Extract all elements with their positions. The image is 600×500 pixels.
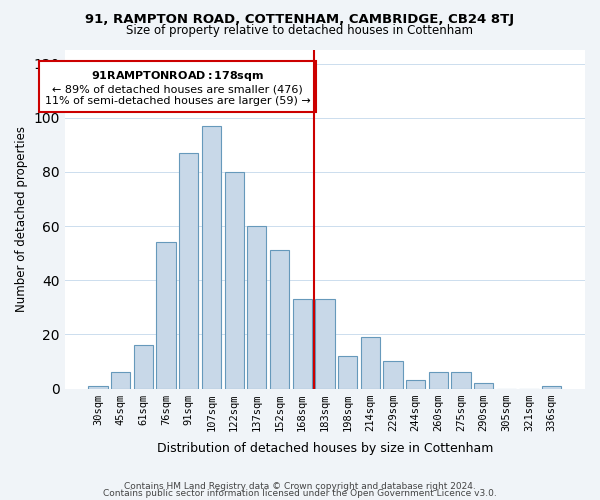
- Y-axis label: Number of detached properties: Number of detached properties: [15, 126, 28, 312]
- Bar: [383, 362, 403, 388]
- Bar: [406, 380, 425, 388]
- Bar: [542, 386, 562, 388]
- Bar: [451, 372, 470, 388]
- Bar: [315, 299, 335, 388]
- X-axis label: Distribution of detached houses by size in Cottenham: Distribution of detached houses by size …: [157, 442, 493, 455]
- Bar: [224, 172, 244, 388]
- Bar: [134, 345, 153, 389]
- Bar: [474, 383, 493, 388]
- Bar: [157, 242, 176, 388]
- Bar: [293, 299, 312, 388]
- Bar: [338, 356, 357, 388]
- Bar: [88, 386, 108, 388]
- Text: $\bf{91 RAMPTON ROAD: 178sqm}$
← 89% of detached houses are smaller (476)
11% of: $\bf{91 RAMPTON ROAD: 178sqm}$ ← 89% of …: [44, 69, 310, 106]
- Bar: [428, 372, 448, 388]
- Bar: [247, 226, 266, 388]
- Text: 91, RAMPTON ROAD, COTTENHAM, CAMBRIDGE, CB24 8TJ: 91, RAMPTON ROAD, COTTENHAM, CAMBRIDGE, …: [85, 12, 515, 26]
- Text: Contains HM Land Registry data © Crown copyright and database right 2024.: Contains HM Land Registry data © Crown c…: [124, 482, 476, 491]
- Text: Contains public sector information licensed under the Open Government Licence v3: Contains public sector information licen…: [103, 488, 497, 498]
- Bar: [202, 126, 221, 388]
- Bar: [270, 250, 289, 388]
- Text: Size of property relative to detached houses in Cottenham: Size of property relative to detached ho…: [127, 24, 473, 37]
- Bar: [179, 153, 199, 388]
- Bar: [361, 337, 380, 388]
- Bar: [111, 372, 130, 388]
